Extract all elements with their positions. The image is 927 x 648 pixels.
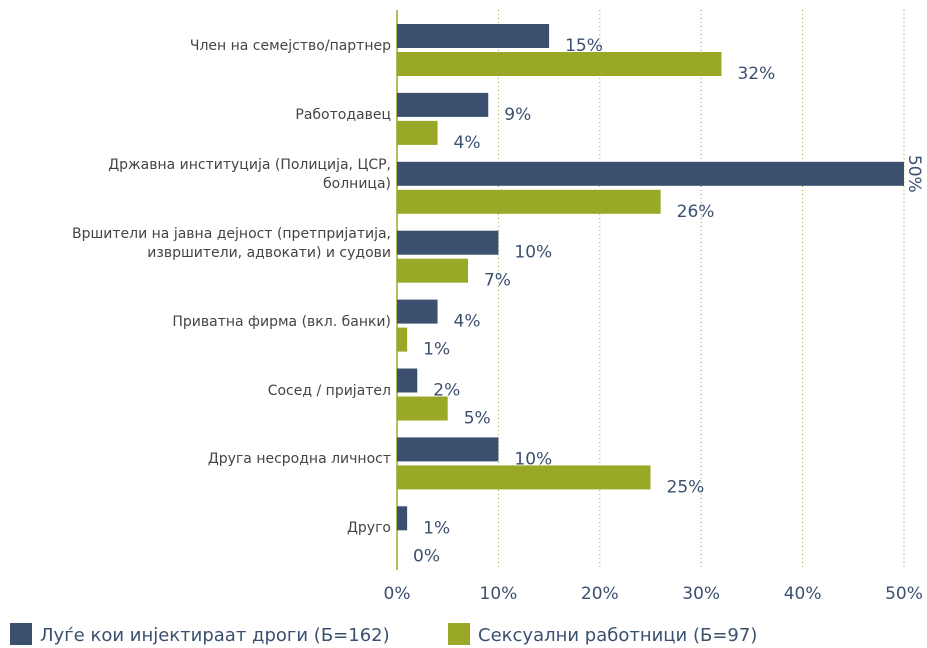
value-label: 4% — [454, 133, 481, 153]
category-label: Вршители на јавна дејност (претпријатија… — [71, 225, 391, 261]
legend-swatch — [448, 623, 470, 645]
value-label: 15% — [565, 36, 603, 56]
value-label: 9% — [504, 105, 531, 125]
bar — [397, 161, 904, 186]
bar — [397, 120, 438, 145]
category-label: Работодавец — [295, 106, 391, 123]
bar — [397, 92, 489, 117]
value-label: 10% — [514, 243, 552, 263]
value-label: 10% — [514, 449, 552, 469]
value-label: 0% — [413, 546, 440, 566]
value-label: 32% — [737, 64, 775, 84]
value-label: 25% — [667, 477, 705, 497]
x-tick-label: 10% — [480, 584, 518, 604]
bar — [397, 437, 499, 462]
bar — [397, 189, 661, 214]
bar — [397, 258, 468, 283]
x-tick-label: 20% — [581, 584, 619, 604]
bar — [397, 396, 448, 421]
x-tick-label: 40% — [784, 584, 822, 604]
value-label: 50% — [904, 155, 924, 193]
bar — [397, 52, 722, 76]
bar — [397, 230, 499, 255]
value-label: 4% — [454, 312, 481, 332]
bar — [397, 299, 438, 324]
value-label: 1% — [423, 518, 450, 538]
bar — [397, 24, 550, 48]
bar — [397, 368, 418, 393]
value-label: 2% — [433, 381, 460, 401]
value-label: 7% — [484, 271, 511, 291]
bar — [397, 465, 651, 490]
category-label: Друго — [346, 520, 391, 537]
x-tick-label: 0% — [384, 584, 411, 604]
bar — [397, 506, 408, 531]
legend-swatch — [10, 623, 32, 645]
x-tick-label: 30% — [682, 584, 720, 604]
bar — [397, 327, 408, 352]
value-label: 5% — [464, 409, 491, 429]
value-label: 26% — [677, 202, 715, 222]
category-label: Сосед / пријател — [267, 382, 391, 399]
legend-label: Сексуални работници (Б=97) — [478, 625, 757, 646]
category-label: Друга несродна личност — [207, 451, 391, 468]
category-label: Државна институција (Полиција, ЦСР, болн… — [108, 156, 391, 192]
category-label: Приватна фирма (вкл. банки) — [172, 313, 391, 330]
value-label: 1% — [423, 340, 450, 360]
x-tick-label: 50% — [885, 584, 923, 604]
legend-label: Луѓе кои инјектираат дроги (Б=162) — [40, 625, 390, 646]
category-label: Член на семејство/партнер — [189, 38, 391, 54]
